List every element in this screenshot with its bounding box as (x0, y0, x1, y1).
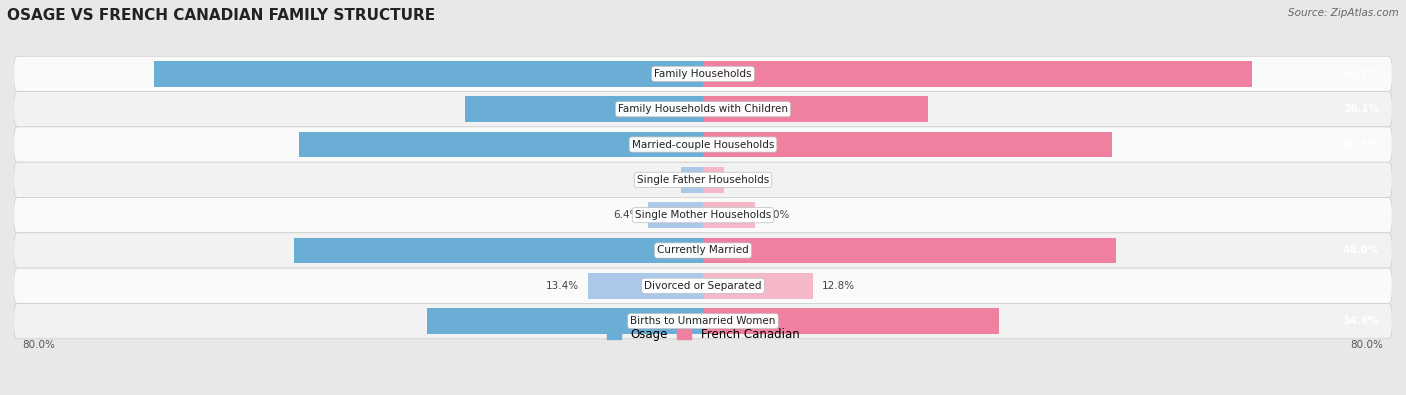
Text: Family Households: Family Households (654, 69, 752, 79)
Text: 47.5%: 47.5% (1343, 139, 1379, 150)
Text: 6.4%: 6.4% (613, 210, 640, 220)
Text: Single Mother Households: Single Mother Households (636, 210, 770, 220)
FancyBboxPatch shape (14, 92, 1392, 127)
Text: Currently Married: Currently Married (657, 245, 749, 256)
Bar (682, 167, 703, 192)
Text: Source: ZipAtlas.com: Source: ZipAtlas.com (1288, 8, 1399, 18)
Bar (703, 273, 813, 299)
Text: 12.8%: 12.8% (823, 281, 855, 291)
Text: Family Households with Children: Family Households with Children (619, 104, 787, 114)
Text: 47.5%: 47.5% (690, 245, 727, 256)
FancyBboxPatch shape (14, 198, 1392, 233)
Bar (648, 203, 703, 228)
Bar (703, 167, 724, 192)
FancyBboxPatch shape (14, 268, 1392, 303)
FancyBboxPatch shape (14, 162, 1392, 198)
Text: Married-couple Households: Married-couple Households (631, 139, 775, 150)
Text: Births to Unmarried Women: Births to Unmarried Women (630, 316, 776, 326)
Text: 13.4%: 13.4% (546, 281, 579, 291)
Text: 2.4%: 2.4% (733, 175, 759, 185)
Text: 80.0%: 80.0% (1350, 340, 1384, 350)
FancyBboxPatch shape (14, 56, 1392, 92)
Text: 32.1%: 32.1% (690, 316, 727, 326)
FancyBboxPatch shape (14, 127, 1392, 162)
Text: 26.1%: 26.1% (1343, 104, 1379, 114)
FancyBboxPatch shape (14, 303, 1392, 339)
Legend: Osage, French Canadian: Osage, French Canadian (603, 325, 803, 345)
Bar (294, 238, 703, 263)
Text: Single Father Households: Single Father Households (637, 175, 769, 185)
Bar (703, 61, 1251, 87)
Bar (155, 61, 703, 87)
Bar (703, 203, 755, 228)
Text: 48.0%: 48.0% (1343, 245, 1379, 256)
Bar (588, 273, 703, 299)
Text: Divorced or Separated: Divorced or Separated (644, 281, 762, 291)
Bar (703, 308, 1000, 334)
Bar (703, 132, 1112, 157)
Bar (465, 96, 703, 122)
Bar (426, 308, 703, 334)
Text: 46.9%: 46.9% (690, 139, 727, 150)
Text: 6.0%: 6.0% (763, 210, 790, 220)
Text: 80.0%: 80.0% (22, 340, 56, 350)
Text: 63.7%: 63.7% (690, 69, 727, 79)
Text: 27.6%: 27.6% (690, 104, 727, 114)
Bar (703, 96, 928, 122)
Bar (299, 132, 703, 157)
FancyBboxPatch shape (14, 233, 1392, 268)
Text: 34.4%: 34.4% (1343, 316, 1379, 326)
Text: 2.5%: 2.5% (647, 175, 673, 185)
Bar (703, 238, 1116, 263)
Text: 63.7%: 63.7% (1343, 69, 1379, 79)
Text: OSAGE VS FRENCH CANADIAN FAMILY STRUCTURE: OSAGE VS FRENCH CANADIAN FAMILY STRUCTUR… (7, 8, 434, 23)
